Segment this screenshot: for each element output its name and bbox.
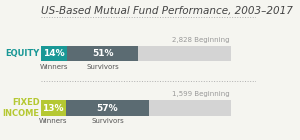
Text: FIXED
INCOME: FIXED INCOME bbox=[3, 98, 40, 118]
Text: Survivors: Survivors bbox=[91, 118, 124, 124]
Text: Survivors: Survivors bbox=[86, 64, 119, 70]
Text: 57%: 57% bbox=[97, 104, 118, 113]
Text: US-Based Mutual Fund Performance, 2003–2017: US-Based Mutual Fund Performance, 2003–2… bbox=[41, 6, 293, 16]
Text: 51%: 51% bbox=[92, 49, 113, 58]
Bar bbox=[41, 100, 149, 116]
Text: Winners: Winners bbox=[40, 64, 68, 70]
Text: 2,828 Beginning: 2,828 Beginning bbox=[172, 37, 230, 43]
Bar bbox=[41, 46, 138, 61]
Bar bbox=[41, 46, 68, 61]
Text: EQUITY: EQUITY bbox=[5, 49, 40, 58]
Bar bbox=[41, 100, 66, 116]
Text: 13%: 13% bbox=[43, 104, 64, 113]
Bar bbox=[41, 100, 231, 116]
Text: 1,599 Beginning: 1,599 Beginning bbox=[172, 91, 230, 97]
Bar bbox=[41, 46, 231, 61]
Text: Winners: Winners bbox=[39, 118, 68, 124]
Text: 14%: 14% bbox=[44, 49, 65, 58]
